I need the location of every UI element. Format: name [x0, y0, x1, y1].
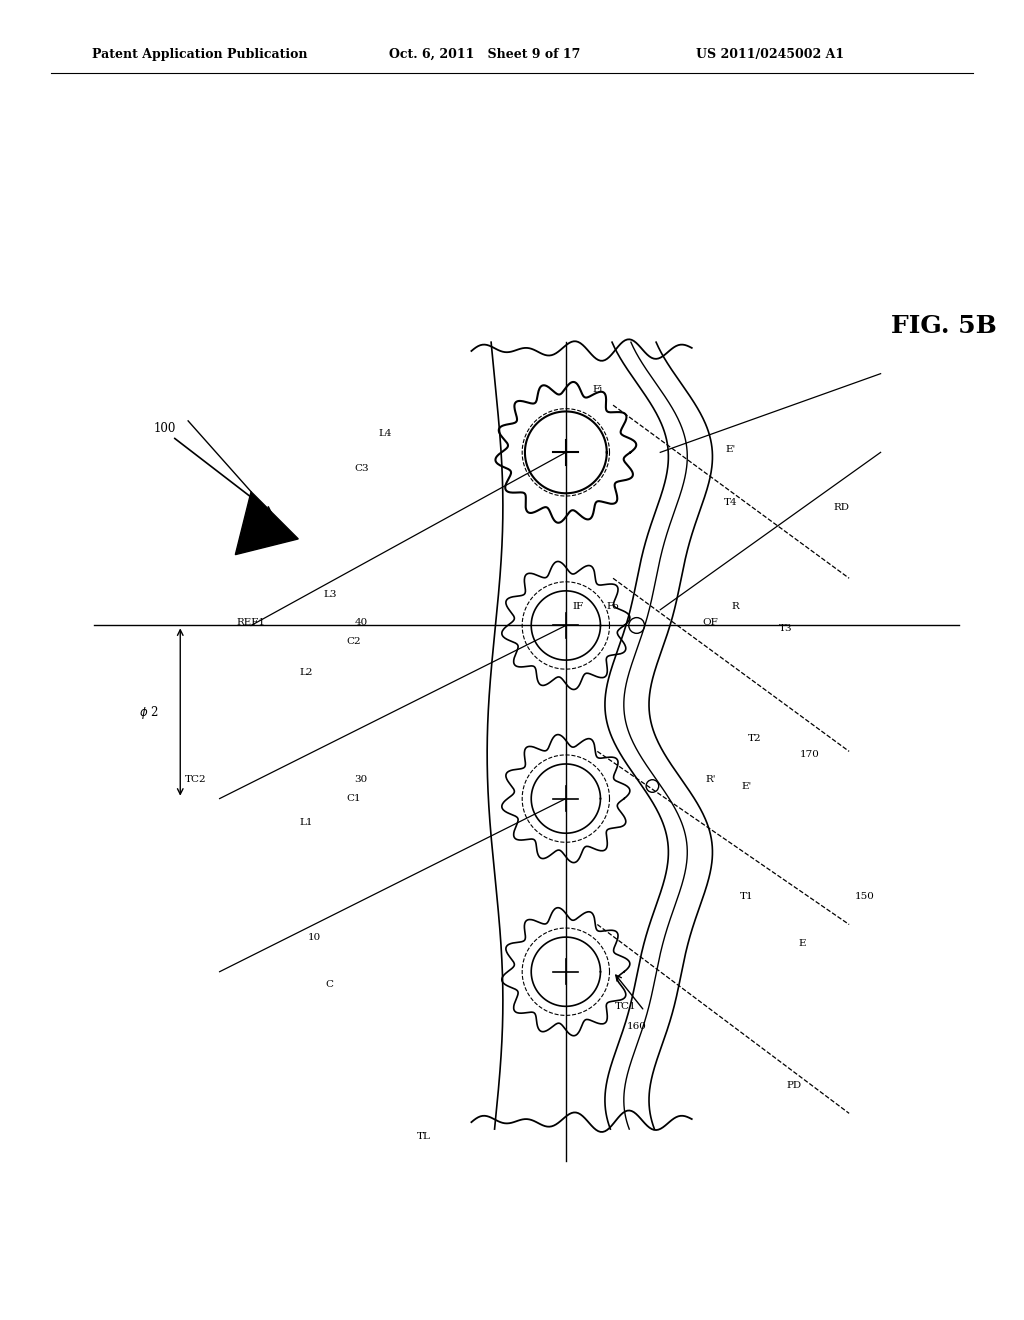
Text: L1: L1 — [299, 817, 313, 826]
Text: L4: L4 — [378, 429, 391, 438]
Polygon shape — [236, 492, 298, 554]
Text: PD: PD — [786, 1081, 802, 1089]
Text: TC1: TC1 — [614, 1002, 637, 1011]
Text: Fo: Fo — [606, 602, 620, 611]
Text: US 2011/0245002 A1: US 2011/0245002 A1 — [696, 48, 845, 61]
Text: Fi: Fi — [592, 385, 602, 393]
Text: C3: C3 — [354, 463, 369, 473]
Text: IF: IF — [572, 602, 584, 611]
Text: Oct. 6, 2011   Sheet 9 of 17: Oct. 6, 2011 Sheet 9 of 17 — [389, 48, 581, 61]
Text: R: R — [732, 602, 739, 611]
Text: TC2: TC2 — [185, 775, 207, 784]
Text: TL: TL — [417, 1133, 431, 1142]
Text: 10: 10 — [307, 933, 321, 941]
Text: T3: T3 — [779, 624, 793, 634]
Text: E': E' — [741, 781, 752, 791]
Text: R': R' — [706, 775, 716, 784]
Text: FIG. 5B: FIG. 5B — [891, 314, 996, 338]
Text: 160: 160 — [627, 1022, 646, 1031]
Text: 150: 150 — [855, 892, 874, 900]
Text: L2: L2 — [299, 668, 313, 677]
Text: RD: RD — [834, 503, 849, 512]
Text: 100: 100 — [154, 422, 176, 436]
Text: T4: T4 — [724, 498, 738, 507]
Text: OF: OF — [702, 618, 719, 627]
Text: C: C — [326, 979, 334, 989]
Text: L3: L3 — [323, 590, 337, 598]
Text: 170: 170 — [800, 750, 820, 759]
Text: C2: C2 — [346, 636, 360, 645]
Text: T1: T1 — [740, 892, 754, 900]
Text: $\phi$ 2: $\phi$ 2 — [139, 704, 159, 721]
Text: REF1: REF1 — [237, 618, 265, 627]
Text: Patent Application Publication: Patent Application Publication — [92, 48, 307, 61]
Text: E': E' — [726, 445, 736, 454]
Text: E: E — [798, 939, 806, 948]
Text: 40: 40 — [354, 618, 368, 627]
Text: C1: C1 — [346, 795, 360, 803]
Text: 30: 30 — [354, 775, 368, 784]
Text: T2: T2 — [748, 734, 762, 743]
